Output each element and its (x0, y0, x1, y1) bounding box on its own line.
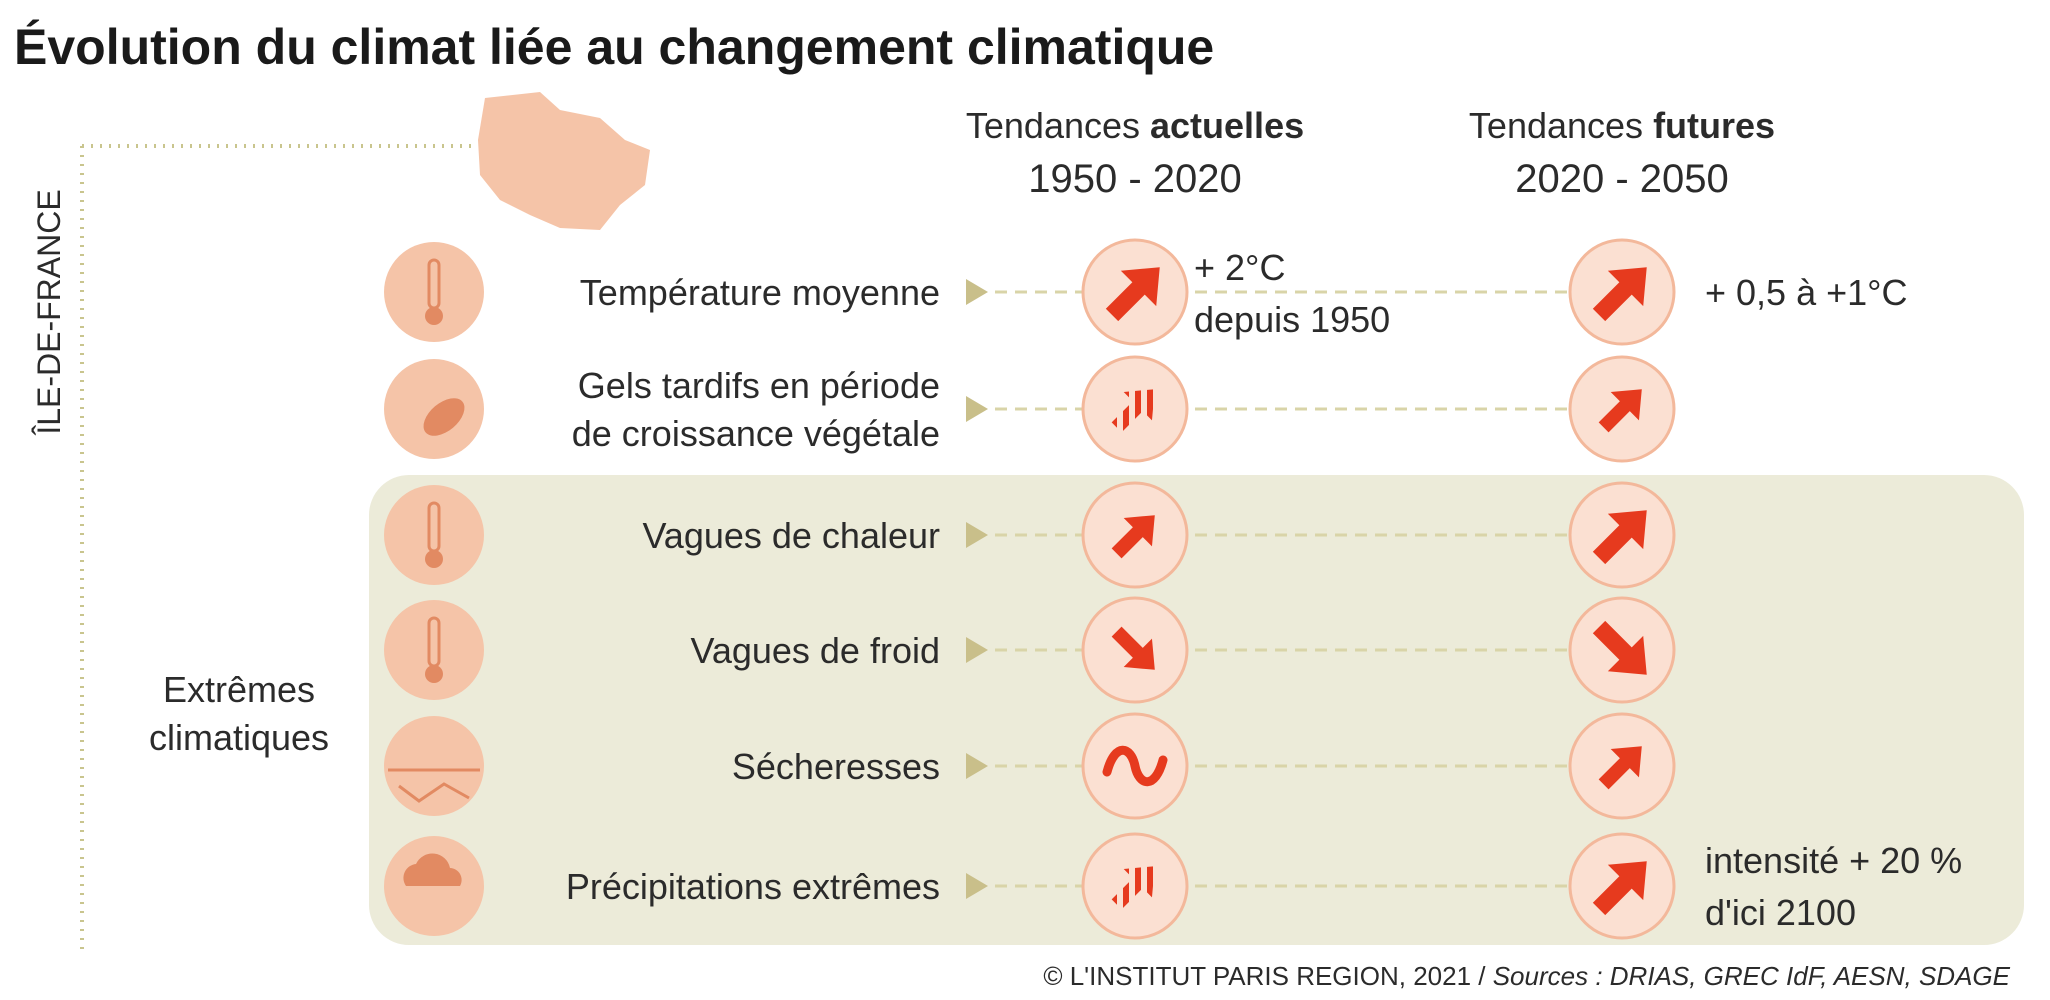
source: © L'INSTITUT PARIS REGION, 2021 / Source… (1043, 961, 2010, 991)
row-icon (384, 242, 484, 342)
group-label: Extrêmes (163, 669, 315, 710)
region-line (80, 144, 478, 955)
column-period: 2020 - 2050 (1515, 157, 1729, 201)
group-label: climatiques (149, 717, 329, 758)
title: Évolution du climat liée au changement c… (14, 19, 1214, 75)
future-note: d'ici 2100 (1705, 892, 1856, 933)
pointer (966, 753, 988, 779)
pointer (966, 279, 988, 305)
current-note: + 2°C (1194, 247, 1285, 288)
trend-arrow (1111, 626, 1155, 670)
trend-arrow (1111, 866, 1155, 910)
icon-detail (388, 768, 480, 803)
region-map (478, 92, 650, 230)
rows: Température moyenne + 2°C depuis 1950 + 0,5… (384, 238, 1962, 940)
pointer (966, 396, 988, 422)
trend-arrow (1111, 389, 1155, 433)
row-icon (384, 600, 484, 700)
row-label: Précipitations extrêmes (566, 866, 940, 907)
future-note: intensité + 20 % (1705, 840, 1962, 881)
trend-arrow (1592, 510, 1647, 565)
column-period: 1950 - 2020 (1028, 157, 1242, 201)
trend-arrow (1111, 515, 1155, 559)
pointer (966, 873, 988, 899)
icon-detail (423, 398, 465, 436)
icon-detail (425, 307, 443, 325)
row-label: Vagues de froid (690, 630, 940, 671)
row-label: Température moyenne (580, 272, 940, 313)
trend-wave (1102, 745, 1168, 787)
icon-detail (403, 853, 462, 886)
future-note: + 0,5 à +1°C (1705, 272, 1908, 313)
group-panel (369, 475, 2024, 945)
row-label: Gels tardifs en période (578, 365, 940, 406)
current-note: depuis 1950 (1194, 299, 1390, 340)
trend-arrow (1598, 746, 1642, 790)
trend-arrow (1598, 389, 1642, 433)
row-icon (384, 716, 484, 816)
column-heading: Tendances actuelles (966, 105, 1304, 146)
row-label: Vagues de chaleur (642, 515, 940, 556)
icon-detail (425, 550, 443, 568)
icon-detail (425, 665, 443, 683)
row-label: de croissance végétale (572, 413, 940, 454)
trend-arrow (1592, 861, 1647, 916)
row-icon (384, 485, 484, 585)
pointer (966, 637, 988, 663)
trend-arrow (1592, 620, 1647, 675)
trend-arrow (1105, 267, 1160, 322)
row-label: Sécheresses (732, 746, 940, 787)
trend-arrow (1592, 267, 1647, 322)
column-heading: Tendances futures (1469, 105, 1775, 146)
pointer (966, 522, 988, 548)
region-label: ÎLE-DE-FRANCE (31, 189, 67, 435)
